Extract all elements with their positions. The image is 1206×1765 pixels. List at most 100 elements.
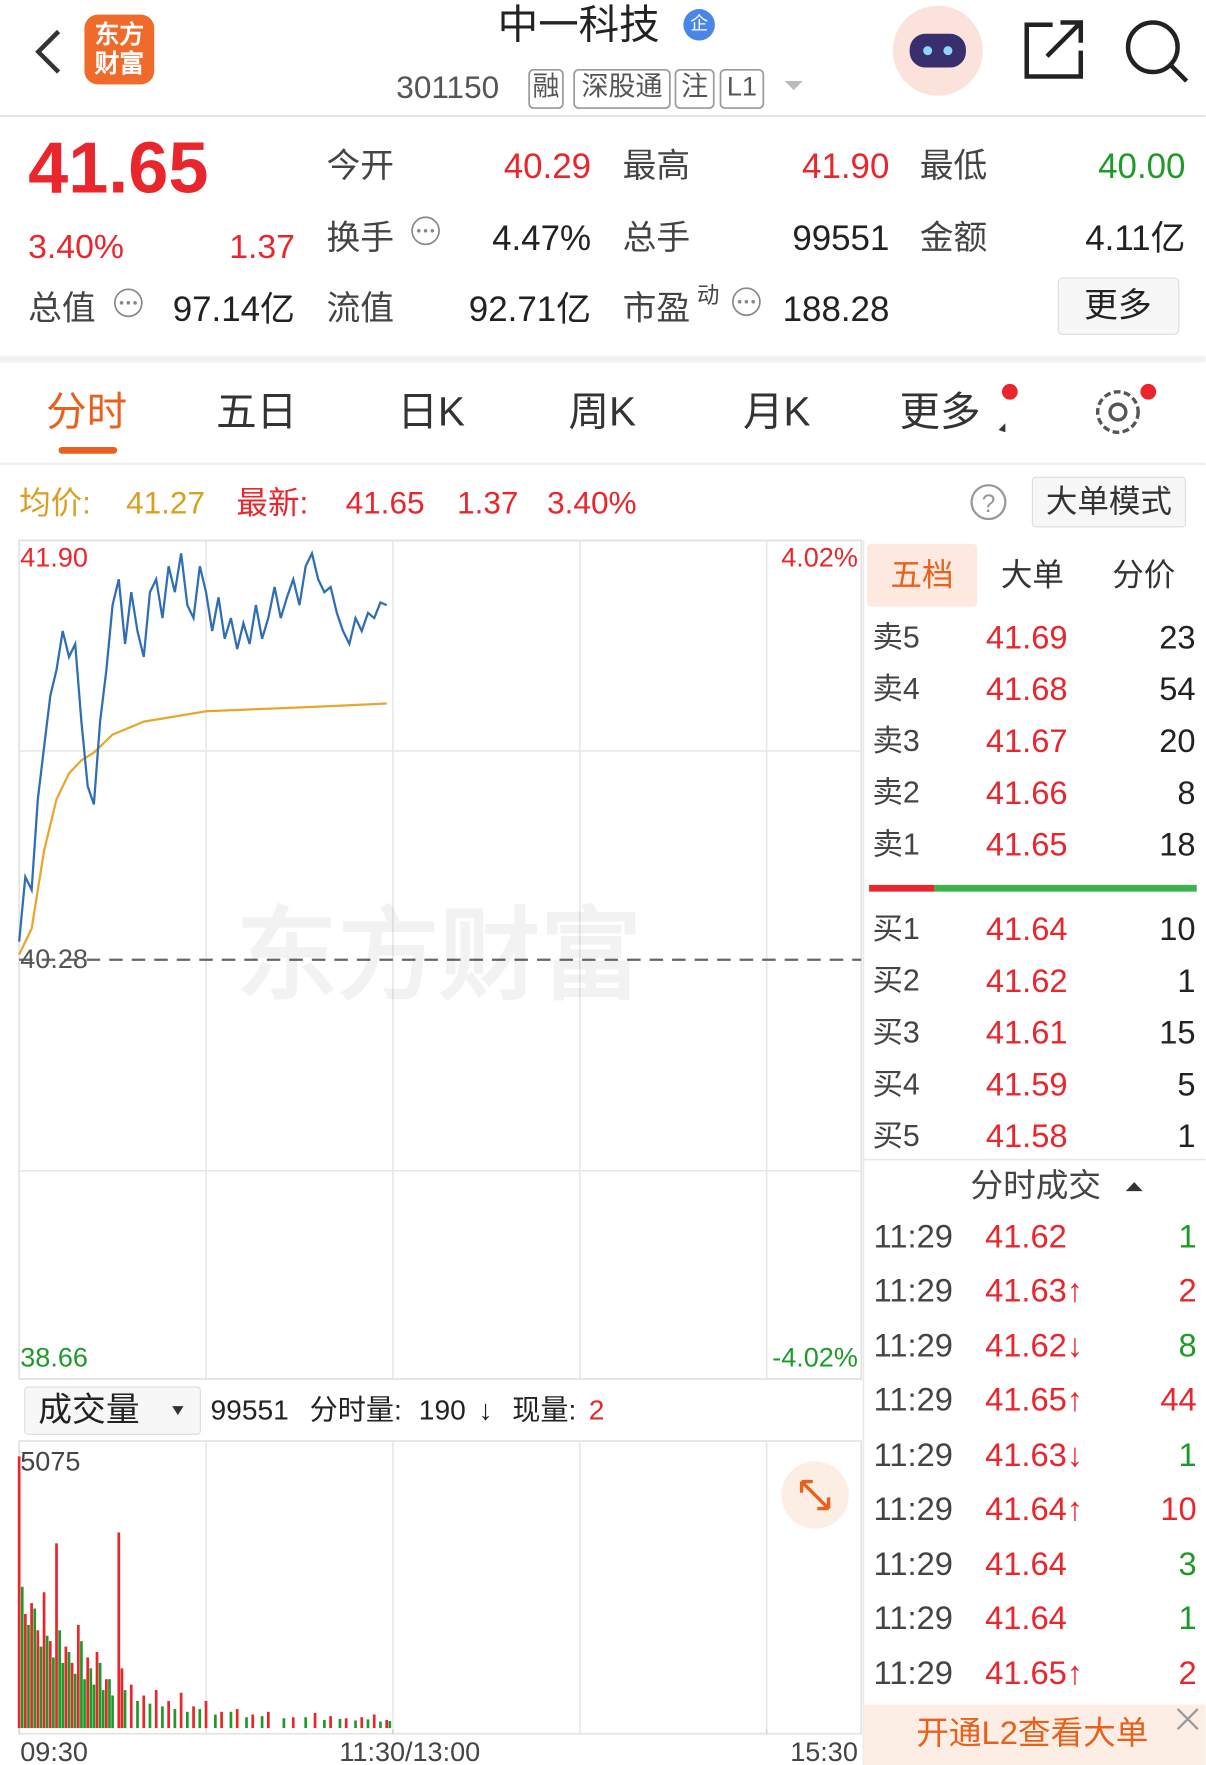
volume-bar [70, 1662, 74, 1729]
volume-selector[interactable] [24, 1386, 201, 1435]
trade-volume: 1 [1178, 1218, 1197, 1255]
volume-bar [111, 1695, 114, 1729]
volume-bar [291, 1717, 295, 1729]
volume-bar [142, 1695, 146, 1729]
book-volume: 23 [1159, 619, 1196, 656]
trade-volume: 8 [1178, 1328, 1197, 1365]
volume-bar [73, 1673, 77, 1729]
volume-bar [117, 1532, 121, 1729]
minute-volume-arrow: ↓ [478, 1394, 493, 1426]
l2-banner[interactable]: 开通L2查看大单 [916, 1715, 1149, 1752]
back-icon[interactable] [35, 29, 61, 74]
trade-time: 11:29 [873, 1491, 953, 1528]
stat-value: 4.11亿 [1085, 218, 1186, 259]
avg-value: 41.27 [126, 485, 205, 521]
logo-text[interactable]: 东方财富 [94, 20, 145, 78]
book-price: 41.65 [985, 827, 1068, 864]
trade-time: 11:29 [873, 1601, 953, 1638]
volume-bar [129, 1684, 133, 1729]
volume-bar [379, 1721, 382, 1729]
x-tick-label: 11:30/13:00 [339, 1737, 481, 1765]
stat-value: 92.71亿 [468, 289, 592, 330]
tab[interactable]: 日K [397, 388, 465, 435]
info-icons[interactable] [113, 216, 761, 318]
volume-selector-label[interactable]: 成交量 [38, 1391, 140, 1429]
tab[interactable]: 更多 [899, 388, 981, 435]
book-volume: 8 [1177, 775, 1196, 812]
book-price: 41.61 [985, 1015, 1068, 1052]
avatar-face [909, 33, 966, 68]
close-icon[interactable] [1176, 1708, 1199, 1731]
y2-tick-label: 4.02% [781, 542, 858, 574]
collapse-icon[interactable] [1125, 1182, 1143, 1192]
help-icon[interactable] [970, 484, 1007, 521]
more-button[interactable] [1057, 277, 1180, 335]
latest-pct: 3.40% [547, 485, 637, 521]
book-tab[interactable]: 五档 [890, 557, 954, 593]
search-icon[interactable] [1125, 20, 1180, 75]
volume-bar [101, 1690, 105, 1729]
red-dot [1140, 383, 1157, 400]
book-price: 41.69 [985, 619, 1068, 656]
tab[interactable]: 分时 [46, 388, 128, 435]
latest-value: 41.65 [345, 485, 425, 521]
stock-name: 中一科技 [497, 0, 660, 48]
tab[interactable]: 月K [743, 388, 811, 435]
volume-bar [388, 1721, 392, 1729]
stat-value: 40.00 [1098, 146, 1186, 187]
reference-label: 40.28 [20, 944, 88, 975]
mode-button[interactable] [1031, 476, 1187, 528]
stat-value: 41.90 [802, 146, 890, 187]
logo-bg[interactable] [84, 14, 155, 85]
book-level: 买3 [872, 1015, 920, 1050]
volume-frame [18, 1440, 863, 1735]
volume-tick-label: 5075 [20, 1446, 81, 1478]
settings-icon-core [1108, 402, 1128, 422]
trade-price: 41.63↓ [985, 1437, 1084, 1474]
trade-price: 41.62↓ [985, 1328, 1084, 1365]
trade-volume: 1 [1178, 1437, 1197, 1474]
minute-volume: 190 [418, 1394, 466, 1426]
mode-label[interactable]: 大单模式 [1045, 484, 1172, 520]
book-tab[interactable]: 分价 [1112, 557, 1176, 593]
book-volume: 5 [1177, 1066, 1196, 1103]
more-button-label[interactable]: 更多 [1084, 287, 1152, 325]
change: 1.37 [229, 228, 295, 266]
volume-bar [179, 1692, 183, 1729]
volume-bar [148, 1703, 152, 1729]
volume-bar [192, 1706, 195, 1729]
banner-bg[interactable] [863, 1704, 1206, 1765]
stat-value: 4.47% [492, 218, 592, 259]
book-tab[interactable]: 大单 [1000, 557, 1064, 593]
trades-title: 分时成交 [970, 1168, 1102, 1205]
badge: 企 [690, 14, 709, 34]
volume-bar [323, 1719, 326, 1729]
trade-price: 41.65↑ [985, 1655, 1084, 1692]
share-icon[interactable] [1024, 20, 1084, 79]
now-volume-label: 现量: [512, 1394, 577, 1426]
volume-bar [42, 1592, 46, 1729]
stat-label: 最低 [919, 147, 988, 185]
trade-volume: 1 [1178, 1601, 1197, 1638]
y2-tick-label: -4.02% [772, 1343, 858, 1374]
tag: 融 [532, 72, 560, 103]
stat-label: 换手 [326, 219, 395, 257]
volume-bar [67, 1652, 71, 1729]
search-icon-handle [1169, 63, 1189, 83]
volume-bar [329, 1716, 332, 1729]
tab[interactable]: 周K [568, 388, 637, 435]
settings-icon[interactable] [1095, 390, 1140, 434]
book-price: 41.68 [985, 671, 1068, 708]
dropdown-icon[interactable] [784, 81, 803, 91]
trade-price: 41.64 [985, 1601, 1067, 1638]
selector-arrow [172, 1406, 184, 1416]
stat-label: 总手 [622, 219, 691, 257]
volume-bar [372, 1714, 376, 1729]
badge-bg [683, 9, 715, 41]
tab[interactable]: 五日 [216, 388, 298, 435]
volume-bar [27, 1624, 30, 1729]
tag-box [573, 68, 671, 109]
volume-bar [304, 1717, 308, 1729]
